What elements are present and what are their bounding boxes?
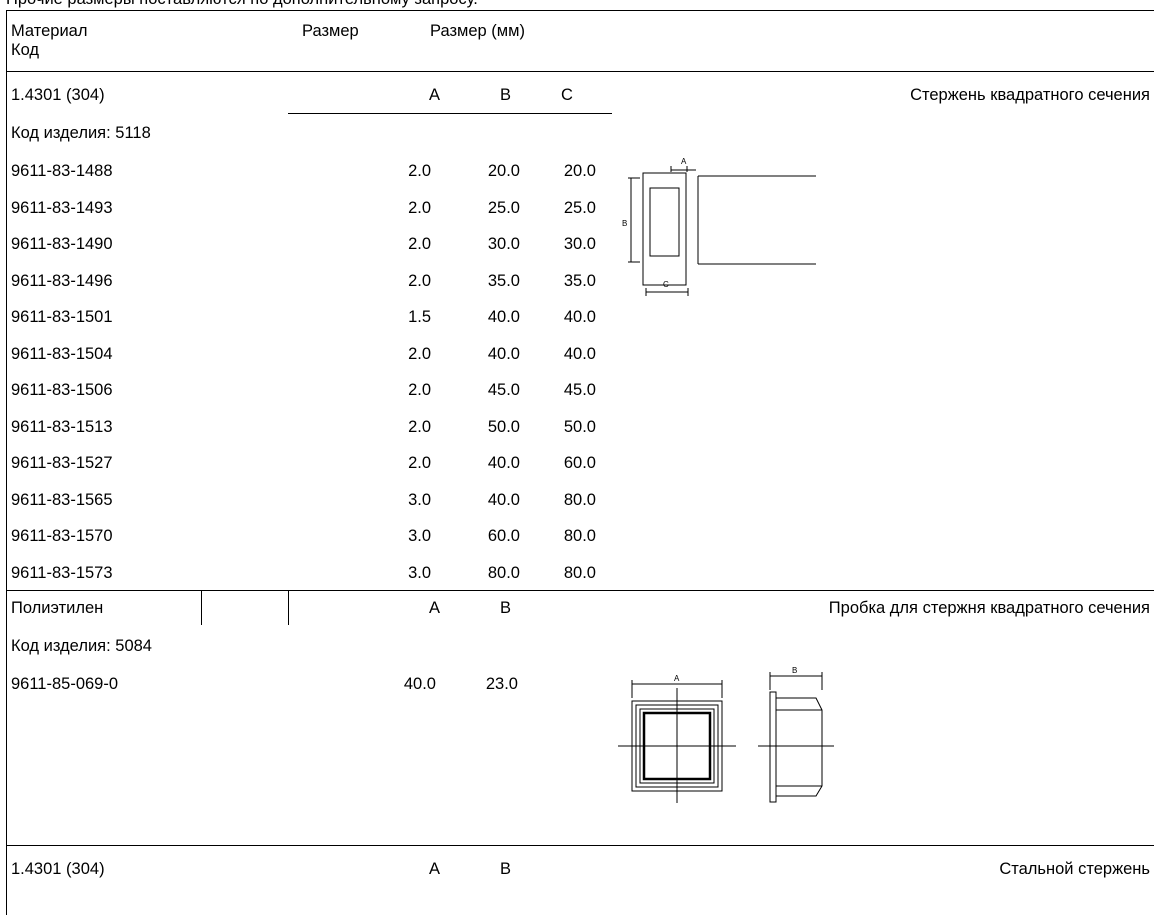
row-size-b: 35.0 xyxy=(487,272,520,290)
section1-col-b: B xyxy=(500,86,512,104)
section1-size-underline xyxy=(288,113,612,114)
row-code: 9611-83-1570 xyxy=(11,527,113,545)
row-size-c: 30.0 xyxy=(563,235,596,253)
section2-size-left-border xyxy=(288,590,289,625)
row-code: 9611-83-1565 xyxy=(11,491,113,509)
row-size-a: 3.0 xyxy=(408,564,431,582)
section3-material: 1.4301 (304) xyxy=(11,860,105,878)
row-size-a: 1.5 xyxy=(408,308,431,326)
row-size-b: 40.0 xyxy=(487,345,520,363)
row-code: 9611-85-069-0 xyxy=(11,675,119,693)
row-size-b: 45.0 xyxy=(487,381,520,399)
row-code: 9611-83-1573 xyxy=(11,564,113,582)
section1-material: 1.4301 (304) xyxy=(11,86,105,104)
row-size-a: 2.0 xyxy=(408,454,431,472)
row-size-a: 2.0 xyxy=(408,199,431,217)
row-size-b: 80.0 xyxy=(487,564,520,582)
section3-top-divider xyxy=(6,845,1154,846)
row-size-c: 60.0 xyxy=(563,454,596,472)
row-code: 9611-83-1488 xyxy=(11,162,113,180)
drawing-label-a: A xyxy=(681,157,687,166)
row-code: 9611-83-1496 xyxy=(11,272,113,290)
row-code: 9611-83-1501 xyxy=(11,308,113,326)
row-size-c: 80.0 xyxy=(563,564,596,582)
row-size-a: 40.0 xyxy=(403,675,436,693)
section2-title: Пробка для стержня квадратного сечения xyxy=(828,599,1150,617)
row-size-c: 40.0 xyxy=(563,308,596,326)
row-size-b: 40.0 xyxy=(487,308,520,326)
row-size-b: 20.0 xyxy=(487,162,520,180)
row-size-c: 80.0 xyxy=(563,491,596,509)
row-code: 9611-83-1527 xyxy=(11,454,113,472)
top-note: Прочие размеры поставляются по дополните… xyxy=(6,0,478,9)
row-size-a: 2.0 xyxy=(408,345,431,363)
section1-title: Стержень квадратного сечения xyxy=(910,86,1150,104)
row-size-a: 2.0 xyxy=(408,418,431,436)
header-material: Материал xyxy=(11,22,88,40)
row-size-c: 45.0 xyxy=(563,381,596,399)
header-code: Код xyxy=(11,41,40,59)
row-size-a: 2.0 xyxy=(408,272,431,290)
row-size-b: 25.0 xyxy=(487,199,520,217)
header-size-mm: Размер (мм) xyxy=(430,22,525,40)
row-size-b: 60.0 xyxy=(487,527,520,545)
row-size-c: 40.0 xyxy=(563,345,596,363)
frame-left-border xyxy=(6,10,7,915)
row-size-b: 30.0 xyxy=(487,235,520,253)
section2-material-right-border xyxy=(201,590,202,625)
frame-top-border xyxy=(6,10,1154,11)
header-size: Размер xyxy=(302,22,359,40)
row-size-a: 3.0 xyxy=(408,491,431,509)
row-size-a: 2.0 xyxy=(408,381,431,399)
section3-col-b: B xyxy=(500,860,512,878)
row-size-a: 2.0 xyxy=(408,235,431,253)
section2-product-code: Код изделия: 5084 xyxy=(11,637,152,655)
row-size-c: 80.0 xyxy=(563,527,596,545)
row-size-c: 35.0 xyxy=(563,272,596,290)
plug-drawing-label-b: B xyxy=(792,666,797,675)
section1-product-code: Код изделия: 5118 xyxy=(11,124,151,142)
square-plug-drawing: A B xyxy=(618,666,834,803)
section2-col-a: A xyxy=(429,599,441,617)
section2-top-divider xyxy=(6,590,1154,591)
drawing-label-b: B xyxy=(622,219,627,228)
row-code: 9611-83-1513 xyxy=(11,418,113,436)
row-size-b: 40.0 xyxy=(487,454,520,472)
row-size-b: 50.0 xyxy=(487,418,520,436)
row-size-b: 40.0 xyxy=(487,491,520,509)
plug-drawing-label-a: A xyxy=(674,674,680,683)
row-size-c: 50.0 xyxy=(563,418,596,436)
row-size-b: 23.0 xyxy=(485,675,518,693)
row-size-a: 2.0 xyxy=(408,162,431,180)
row-code: 9611-83-1504 xyxy=(11,345,113,363)
row-code: 9611-83-1493 xyxy=(11,199,113,217)
row-size-a: 3.0 xyxy=(408,527,431,545)
section3-col-a: A xyxy=(429,860,441,878)
row-code: 9611-83-1506 xyxy=(11,381,113,399)
row-size-c: 20.0 xyxy=(563,162,596,180)
section1-col-a: A xyxy=(429,86,441,104)
square-tube-drawing: A B C xyxy=(622,157,816,296)
section2-col-b: B xyxy=(500,599,512,617)
section3-title: Стальной стержень xyxy=(999,860,1150,878)
row-size-c: 25.0 xyxy=(563,199,596,217)
section1-col-c: C xyxy=(561,86,573,104)
header-divider xyxy=(6,71,1154,72)
drawing-label-c: C xyxy=(663,280,669,289)
section2-material: Полиэтилен xyxy=(11,599,104,617)
row-code: 9611-83-1490 xyxy=(11,235,113,253)
